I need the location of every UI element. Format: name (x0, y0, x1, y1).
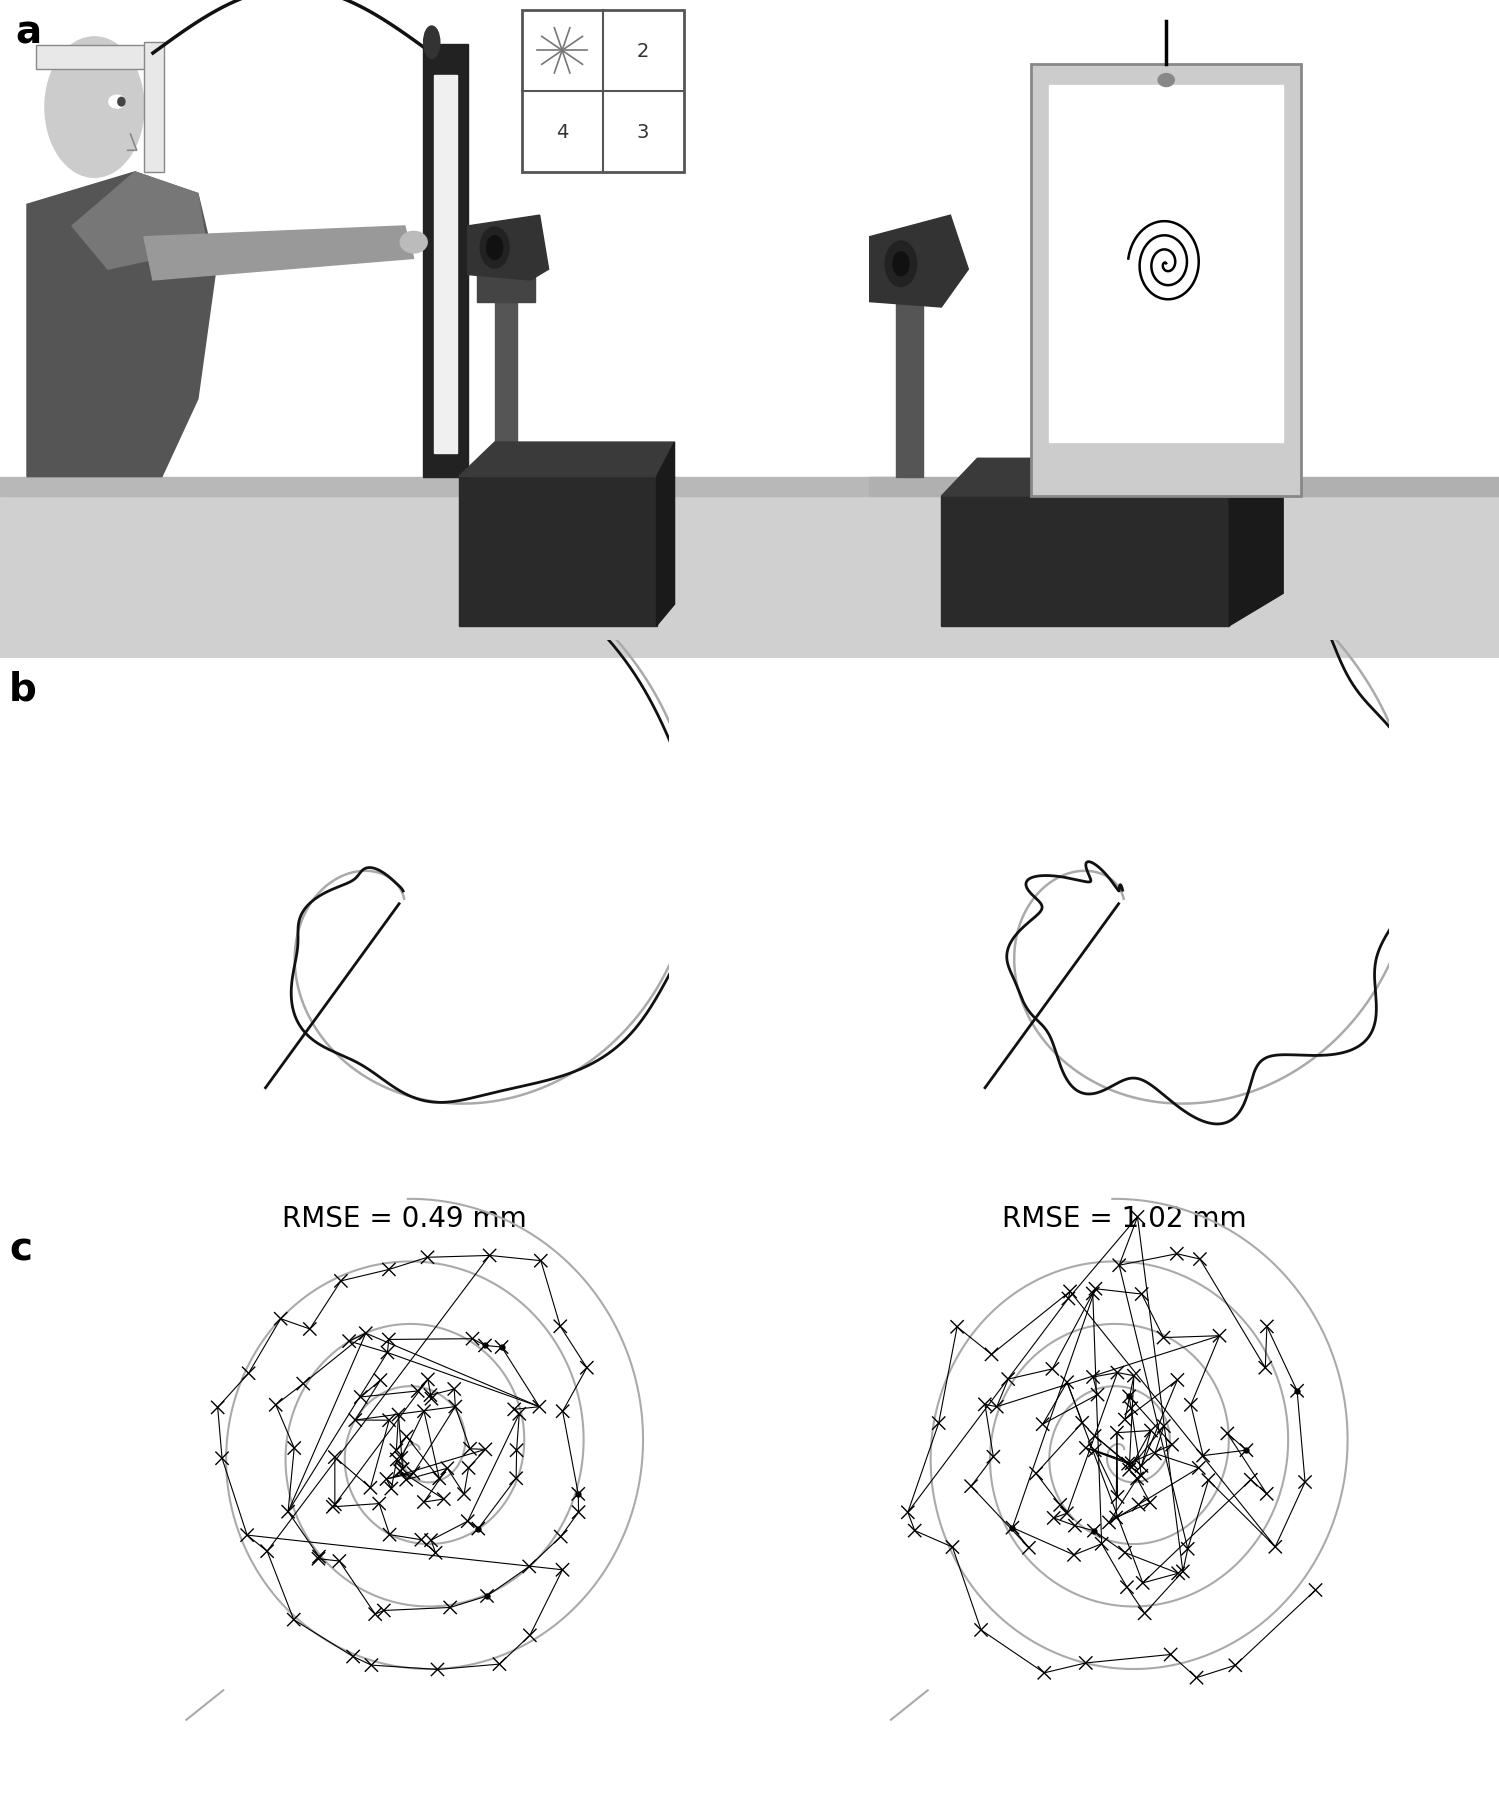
Bar (0, 477, 899, 496)
Polygon shape (72, 173, 207, 271)
Bar (1031, 65, 1301, 496)
Ellipse shape (1159, 74, 1174, 87)
Bar (36, 47, 162, 70)
Polygon shape (468, 217, 549, 282)
Polygon shape (941, 458, 1283, 496)
Ellipse shape (45, 38, 144, 179)
Text: c: c (9, 1231, 31, 1269)
Text: RMSE = 0.49 mm: RMSE = 0.49 mm (282, 1204, 528, 1233)
Ellipse shape (400, 233, 427, 255)
Polygon shape (27, 173, 216, 477)
Polygon shape (144, 227, 414, 282)
Polygon shape (459, 442, 675, 477)
Ellipse shape (480, 227, 510, 269)
Text: RMSE = 1.02 mm: RMSE = 1.02 mm (1001, 1204, 1247, 1233)
Text: b: b (9, 670, 37, 708)
Polygon shape (657, 442, 675, 626)
Polygon shape (1229, 458, 1283, 626)
Bar (477, 276, 535, 303)
Bar (433, 76, 457, 453)
Bar (869, 477, 1499, 496)
Ellipse shape (118, 97, 124, 106)
Bar (495, 283, 517, 477)
Ellipse shape (424, 27, 439, 60)
Bar (0, 496, 899, 659)
Bar (423, 45, 468, 477)
Ellipse shape (893, 253, 908, 276)
Ellipse shape (884, 242, 916, 287)
Bar (896, 262, 923, 477)
Ellipse shape (109, 96, 124, 108)
Bar (1049, 87, 1283, 442)
Bar (144, 43, 163, 173)
Text: 2: 2 (637, 42, 649, 61)
Text: 4: 4 (556, 123, 568, 143)
Text: 3: 3 (637, 123, 649, 143)
Bar (459, 477, 657, 626)
Text: a: a (15, 13, 40, 51)
Bar (941, 496, 1229, 626)
Bar (522, 11, 684, 173)
Bar (869, 496, 1499, 659)
Polygon shape (869, 217, 968, 309)
Ellipse shape (487, 236, 502, 260)
